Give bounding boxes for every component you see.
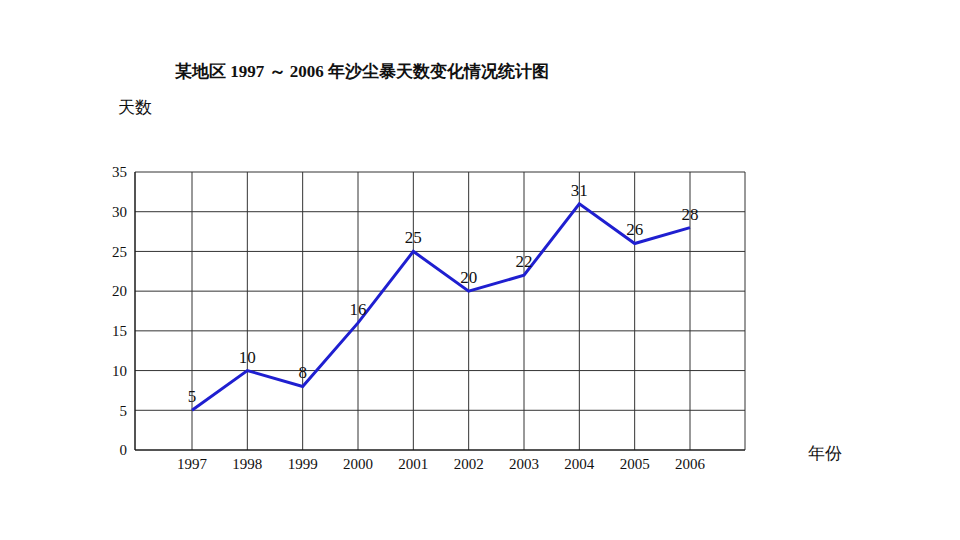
svg-text:22: 22	[516, 252, 533, 271]
svg-text:2002: 2002	[454, 456, 484, 472]
svg-text:2004: 2004	[564, 456, 595, 472]
svg-text:10: 10	[112, 363, 127, 379]
svg-text:20: 20	[460, 268, 477, 287]
svg-text:20: 20	[112, 283, 127, 299]
html-text:某地区 1997 ～ 2006 年沙尘暴天数变化情况统计图: 某地区 1997 ～ 2006 年沙尘暴天数变化情况统计图	[175, 62, 549, 81]
svg-text:15: 15	[112, 323, 127, 339]
svg-text:2000: 2000	[343, 456, 373, 472]
svg-text:1999: 1999	[288, 456, 318, 472]
svg-text:31: 31	[571, 181, 588, 200]
svg-text:25: 25	[405, 228, 422, 247]
svg-text:26: 26	[626, 220, 643, 239]
svg-text:2003: 2003	[509, 456, 539, 472]
svg-text:2001: 2001	[398, 456, 428, 472]
svg-text:25: 25	[112, 244, 127, 260]
svg-text:35: 35	[112, 164, 127, 180]
html-text:天数: 天数	[118, 98, 152, 117]
svg-text:5: 5	[120, 403, 128, 419]
svg-text:8: 8	[298, 363, 307, 382]
svg-text:28: 28	[682, 205, 699, 224]
svg-text:30: 30	[112, 204, 127, 220]
svg-text:2006: 2006	[675, 456, 706, 472]
svg-text:5: 5	[188, 387, 197, 406]
html-text:年份: 年份	[808, 444, 842, 463]
svg-text:10: 10	[239, 348, 256, 367]
svg-text:2005: 2005	[620, 456, 650, 472]
svg-text:16: 16	[350, 300, 367, 319]
svg-text:1998: 1998	[232, 456, 262, 472]
svg-text:0: 0	[120, 442, 128, 458]
svg-text:1997: 1997	[177, 456, 208, 472]
